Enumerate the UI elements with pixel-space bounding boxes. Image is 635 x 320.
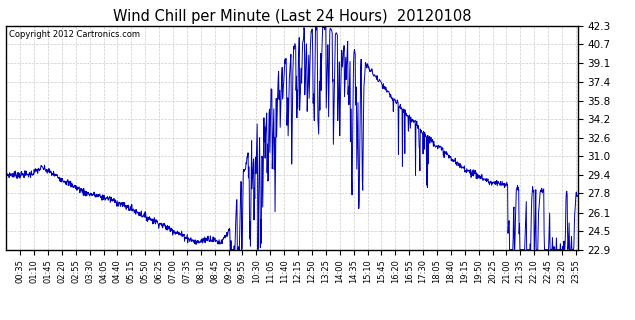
Text: Copyright 2012 Cartronics.com: Copyright 2012 Cartronics.com — [9, 30, 140, 39]
Title: Wind Chill per Minute (Last 24 Hours)  20120108: Wind Chill per Minute (Last 24 Hours) 20… — [113, 9, 471, 24]
